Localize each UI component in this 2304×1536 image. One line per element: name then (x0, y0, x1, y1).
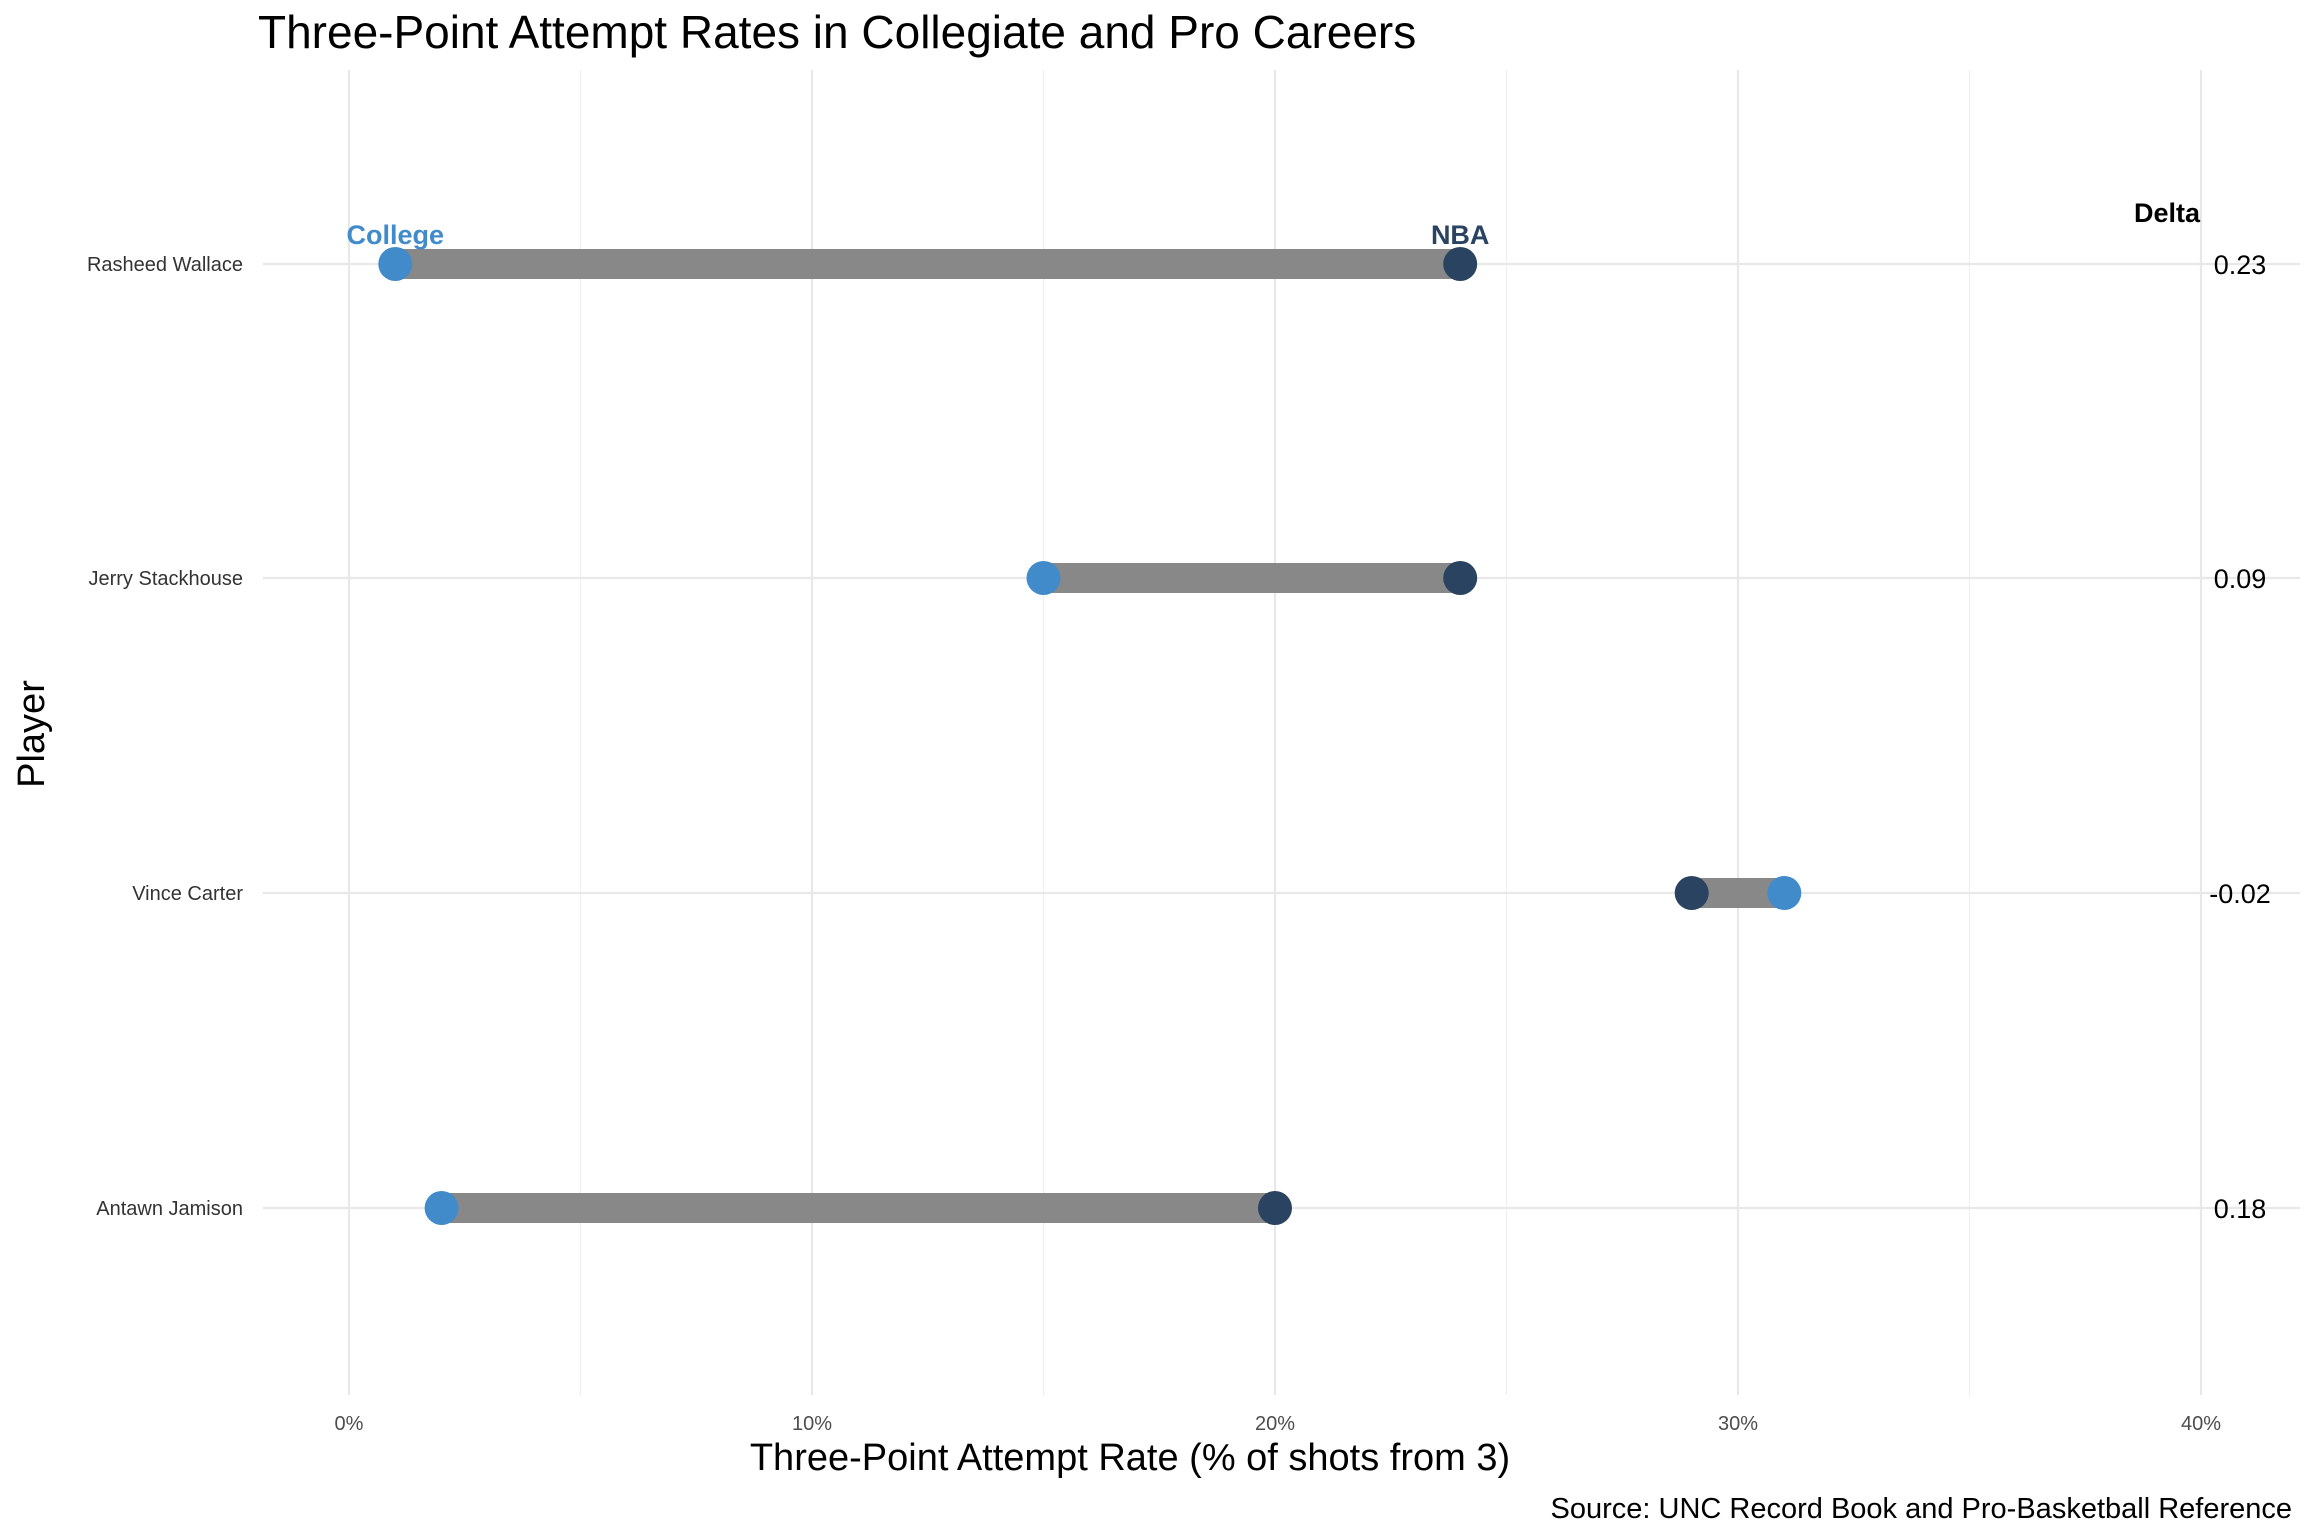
points (378, 247, 1802, 1225)
y-tick-label: Antawn Jamison (96, 1198, 243, 1220)
delta-label: -0.02 (2209, 879, 2271, 909)
x-axis-title: Three-Point Attempt Rate (% of shots fro… (750, 1437, 1510, 1479)
x-tick-label: 40% (2181, 1413, 2221, 1435)
nba-point (1258, 1191, 1292, 1225)
delta-label: 0.23 (2214, 250, 2267, 280)
x-tick-label: 30% (1718, 1413, 1758, 1435)
y-tick-label: Vince Carter (132, 883, 243, 905)
college-legend-label: College (347, 220, 445, 250)
delta-label: 0.09 (2214, 564, 2267, 594)
chart-title: Three-Point Attempt Rates in Collegiate … (258, 6, 1416, 58)
nba-point (1674, 876, 1709, 910)
y-tick-label: Rasheed Wallace (87, 254, 243, 276)
college-point (1767, 876, 1802, 910)
x-tick-label: 10% (792, 1413, 832, 1435)
y-tick-label: Jerry Stackhouse (88, 568, 243, 590)
delta-label: 0.18 (2214, 1194, 2267, 1224)
nba-point (1443, 561, 1478, 595)
college-point (424, 1191, 459, 1225)
source-caption: Source: UNC Record Book and Pro-Basketba… (1551, 1493, 2292, 1525)
nba-point (1443, 247, 1478, 281)
x-tick-label: 0% (335, 1413, 364, 1435)
delta-header: Delta (2134, 198, 2201, 228)
x-tick-label: 20% (1255, 1413, 1295, 1435)
labels: 0% 10% 20% 30% 40% Rasheed Wallace 0.23 College… (87, 220, 2271, 1435)
y-axis-title: Player (11, 680, 53, 788)
college-point (378, 247, 413, 281)
nba-legend-label: NBA (1431, 220, 1490, 250)
segments (395, 249, 1785, 1223)
college-point (1026, 561, 1061, 595)
